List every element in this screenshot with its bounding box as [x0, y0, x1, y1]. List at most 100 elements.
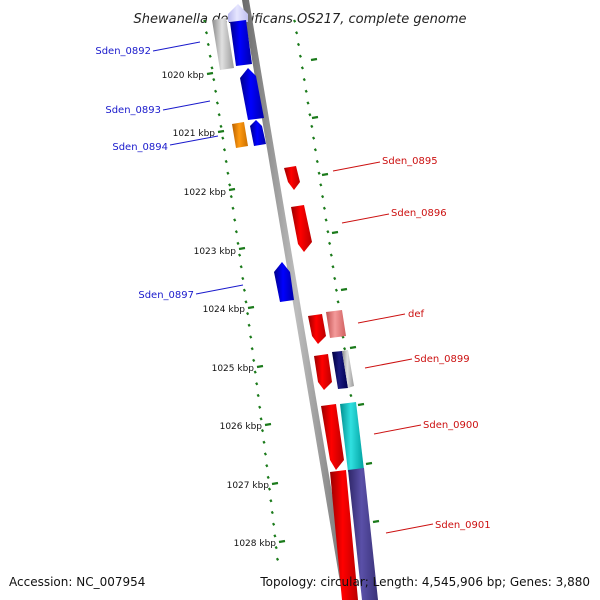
gene-sden-0897[interactable]: [274, 262, 294, 302]
minor-tick: [302, 77, 306, 82]
minor-tick: [275, 557, 280, 561]
minor-tick: [255, 382, 259, 386]
minor-tick: [349, 393, 353, 398]
minor-tick: [304, 89, 308, 93]
minor-tick: [329, 253, 333, 257]
reverse-strand-genes: [212, 4, 294, 302]
leader-line: [373, 424, 422, 435]
minor-tick: [228, 183, 232, 187]
tick-label: 1028 kbp: [234, 539, 277, 549]
minor-tick: [214, 89, 218, 93]
minor-tick: [265, 464, 269, 468]
minor-tick: [308, 113, 312, 117]
leader-line: [357, 313, 406, 324]
minor-tick: [333, 276, 337, 281]
minor-tick: [238, 253, 242, 257]
minor-tick: [217, 113, 221, 117]
gene-sden-0894[interactable]: [250, 120, 266, 146]
minor-tick: [324, 218, 328, 222]
minor-tick: [267, 487, 272, 491]
gene-sden-0899-navy[interactable]: [332, 351, 348, 389]
minor-tick: [269, 499, 273, 503]
gene-sden-0894-orange[interactable]: [232, 122, 248, 148]
gene-sden-0892-pale[interactable]: [228, 4, 248, 22]
minor-tick: [258, 405, 262, 409]
tick-label: 1027 kbp: [227, 481, 270, 491]
minor-tick: [221, 136, 225, 140]
minor-tick: [322, 206, 326, 210]
major-ticks: [206, 71, 286, 544]
minor-tick: [262, 440, 266, 444]
minor-tick: [273, 534, 277, 538]
tick-labels: 1020 kbp 1021 kbp 1022 kbp 1023 kbp 1024…: [162, 71, 277, 549]
minor-tick: [244, 300, 248, 304]
tick-label: 1021 kbp: [173, 129, 216, 139]
gene-label-sden-0893[interactable]: Sden_0893: [105, 105, 161, 116]
gene-label-def[interactable]: def: [408, 309, 425, 320]
minor-tick: [317, 171, 321, 175]
leader-line: [364, 358, 413, 369]
minor-tick: [208, 54, 212, 58]
minor-tick: [306, 101, 310, 105]
leader-line: [385, 523, 434, 534]
tick-label: 1026 kbp: [220, 422, 263, 432]
gene-def[interactable]: [308, 314, 326, 344]
minor-tick: [328, 241, 332, 246]
gene-sden-0899-grey[interactable]: [342, 350, 354, 388]
gene-sden-0901[interactable]: [330, 470, 358, 600]
gene-sden-0899[interactable]: [314, 354, 332, 390]
gene-sden-0892[interactable]: [212, 18, 234, 70]
minor-tick: [204, 31, 209, 35]
forward-strand-genes: [284, 166, 378, 600]
minor-tick: [259, 417, 263, 421]
tick-label: 1022 kbp: [184, 188, 227, 198]
gene-label-sden-0901[interactable]: Sden_0901: [435, 520, 491, 531]
leader-line: [195, 284, 244, 295]
minor-tick: [315, 159, 319, 164]
gene-label-sden-0900[interactable]: Sden_0900: [423, 420, 479, 431]
gene-label-sden-0894[interactable]: Sden_0894: [112, 142, 168, 153]
minor-tick: [336, 300, 340, 304]
minor-tick: [343, 347, 347, 351]
left-gene-labels: Sden_0892 Sden_0893 Sden_0894 Sden_0897: [95, 41, 244, 301]
minor-tick: [252, 358, 256, 363]
gene-sden-0900[interactable]: [321, 404, 344, 470]
minor-tick: [300, 66, 304, 70]
leader-line: [152, 41, 201, 52]
minor-tick: [246, 311, 250, 316]
right-major-ticks: [310, 57, 380, 524]
tick-label: 1025 kbp: [212, 364, 255, 374]
minor-tick: [253, 370, 257, 374]
minor-tick: [326, 230, 330, 234]
minor-tick: [274, 545, 278, 550]
gene-label-sden-0895[interactable]: Sden_0895: [382, 156, 438, 167]
minor-tick: [263, 452, 267, 456]
leader-line: [332, 161, 381, 172]
gene-sden-0892b[interactable]: [230, 20, 252, 66]
gene-def-pink[interactable]: [326, 310, 346, 338]
map-title: Shewanella denitrificans OS217, complete…: [134, 12, 467, 27]
minor-tick: [266, 475, 270, 480]
gene-sden-0901-purple[interactable]: [348, 468, 378, 600]
minor-tick: [203, 19, 207, 23]
genome-backbone: [242, 0, 350, 600]
gene-sden-0896[interactable]: [291, 205, 312, 252]
gene-label-sden-0899[interactable]: Sden_0899: [414, 354, 470, 365]
gene-sden-0893[interactable]: [240, 68, 264, 120]
gene-label-sden-0892[interactable]: Sden_0892: [95, 46, 151, 57]
gene-label-sden-0897[interactable]: Sden_0897: [138, 290, 194, 301]
tick-label: 1023 kbp: [194, 247, 237, 257]
gene-label-sden-0896[interactable]: Sden_0896: [391, 208, 447, 219]
gene-sden-0900-cyan[interactable]: [340, 402, 364, 472]
minor-tick: [272, 522, 276, 526]
minor-tick: [234, 230, 238, 234]
minor-tick: [241, 276, 245, 281]
minor-tick: [247, 323, 251, 327]
minor-tick: [270, 510, 274, 515]
gene-sden-0895[interactable]: [284, 166, 300, 190]
minor-tick: [224, 159, 228, 164]
left-tick-ring: [203, 19, 280, 561]
minor-tick: [236, 241, 240, 246]
minor-tick: [319, 183, 323, 187]
